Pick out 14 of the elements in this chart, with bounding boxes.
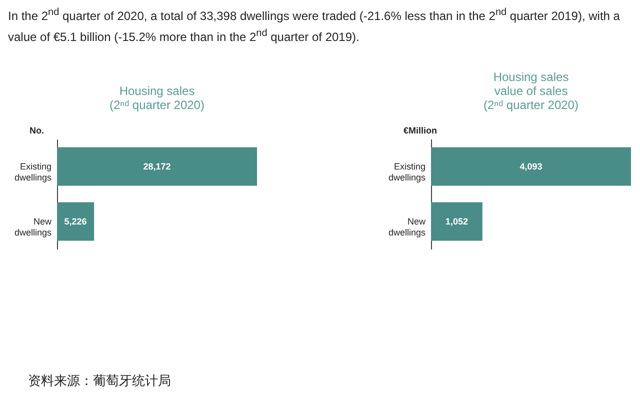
y-tick-label: New dwellings <box>14 216 52 238</box>
y-tick-label: Existing dwellings <box>14 162 52 182</box>
text: 资料来源：葡萄牙统计局 <box>28 373 171 390</box>
y-axis-title: No. <box>30 126 44 136</box>
y-tick-label: Existing dwellings <box>388 162 426 182</box>
text: In the 2$^{nd}$ quarter of 2020, a total of 33,398 dwellings were traded (-21.6% less than in the 2$^{nd}$ quarter 2019), with a value of €5.1 billion (-15.2% more than in the 2$^{nd}$ quarter of 2019). <box>8 7 620 44</box>
data-label: 4,093 <box>520 162 542 172</box>
data-label: 1,052 <box>445 216 468 226</box>
data-label: 5,226 <box>64 216 87 226</box>
data-label: 28,172 <box>143 162 171 172</box>
chart-title: Housing sales value of sales (2ⁿᵈ quarter 2020) <box>484 70 578 112</box>
y-tick-label: New dwellings <box>388 216 426 238</box>
chart-title: Housing sales (2ⁿᵈ quarter 2020) <box>110 84 204 112</box>
y-axis-title: €Million <box>404 126 437 136</box>
